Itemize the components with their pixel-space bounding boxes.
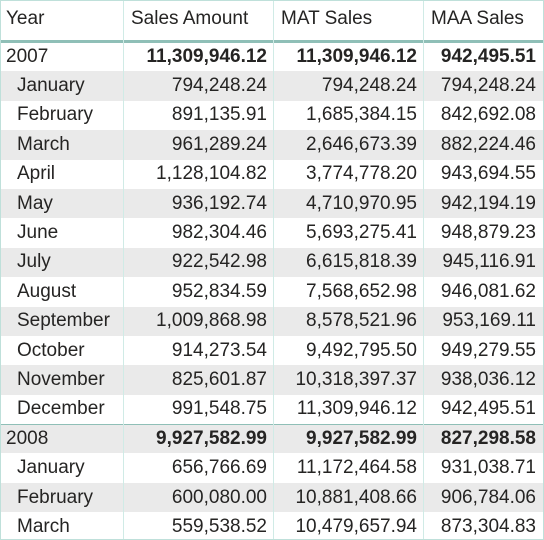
mat-sales-cell: 6,615,818.39 bbox=[306, 251, 417, 273]
sales-amount-cell: 936,192.74 bbox=[171, 192, 267, 214]
table-row[interactable]: August 952,834.59 7,568,652.98 946,081.62 bbox=[1, 277, 543, 306]
sales-amount-cell: 825,601.87 bbox=[171, 368, 267, 390]
header-maa-sales[interactable]: MAA Sales bbox=[431, 8, 524, 29]
sales-amount-cell: 600,080.00 bbox=[171, 486, 267, 508]
maa-sales-cell: 943,694.55 bbox=[440, 163, 536, 185]
maa-sales-cell: 946,081.62 bbox=[440, 280, 536, 302]
mat-sales-cell: 7,568,652.98 bbox=[306, 280, 417, 302]
row-label: December bbox=[17, 398, 105, 420]
table-row[interactable]: January 794,248.24 794,248.24 794,248.24 bbox=[1, 71, 543, 101]
maa-sales-cell: 931,038.71 bbox=[440, 457, 536, 479]
mat-sales-cell: 11,172,464.58 bbox=[296, 457, 417, 479]
sales-amount-cell: 9,927,582.99 bbox=[156, 428, 267, 450]
sales-amount-cell: 961,289.24 bbox=[171, 133, 267, 155]
resize-handle[interactable] bbox=[533, 529, 543, 539]
sales-amount-cell: 11,309,946.12 bbox=[146, 46, 267, 68]
column-divider bbox=[123, 1, 124, 539]
maa-sales-cell: 938,036.12 bbox=[440, 368, 536, 390]
row-label: January bbox=[17, 75, 85, 97]
mat-sales-cell: 794,248.24 bbox=[321, 75, 417, 97]
table-row[interactable]: June 982,304.46 5,693,275.41 948,879.23 bbox=[1, 218, 543, 247]
row-label: 2007 bbox=[6, 46, 49, 68]
row-label: January bbox=[17, 457, 85, 479]
row-label: February bbox=[17, 104, 94, 126]
table-row[interactable]: February 891,135.91 1,685,384.15 842,692.08 bbox=[1, 101, 543, 130]
row-label: April bbox=[17, 163, 56, 185]
column-divider bbox=[423, 1, 424, 539]
mat-sales-cell: 10,318,397.37 bbox=[295, 368, 417, 390]
header-mat-sales[interactable]: MAT Sales bbox=[281, 8, 373, 29]
row-label: March bbox=[17, 515, 70, 537]
maa-sales-cell: 945,116.91 bbox=[442, 251, 536, 273]
mat-sales-cell: 9,927,582.99 bbox=[306, 428, 417, 450]
maa-sales-cell: 953,169.11 bbox=[442, 310, 536, 332]
table-row[interactable]: January 656,766.69 11,172,464.58 931,038.71 bbox=[1, 453, 543, 482]
sales-amount-cell: 559,538.52 bbox=[171, 515, 267, 537]
table-row[interactable]: February 600,080.00 10,881,408.66 906,784.0… bbox=[1, 482, 543, 513]
header-row: Year Sales Amount MAT Sales MAA Sales bbox=[1, 1, 543, 42]
maa-sales-cell: 948,879.23 bbox=[440, 222, 536, 244]
sales-amount-cell: 656,766.69 bbox=[171, 457, 267, 479]
row-label: June bbox=[17, 222, 59, 244]
mat-sales-cell: 3,774,778.20 bbox=[306, 163, 417, 185]
row-label: February bbox=[17, 486, 94, 508]
maa-sales-cell: 873,304.83 bbox=[440, 515, 536, 537]
row-label: May bbox=[17, 192, 53, 214]
row-label: November bbox=[17, 368, 105, 390]
mat-sales-cell: 11,309,946.12 bbox=[296, 46, 417, 68]
table-row[interactable]: March 559,538.52 10,479,657.94 873,304.83 bbox=[1, 512, 543, 539]
sales-amount-cell: 982,304.46 bbox=[171, 222, 267, 244]
mat-sales-cell: 8,578,521.96 bbox=[306, 310, 417, 332]
sales-amount-cell: 991,548.75 bbox=[171, 398, 267, 420]
year-row[interactable]: 2008 9,927,582.99 9,927,582.99 827,298.58 bbox=[1, 424, 543, 454]
maa-sales-cell: 882,224.46 bbox=[440, 133, 536, 155]
maa-sales-cell: 842,692.08 bbox=[440, 104, 536, 126]
maa-sales-cell: 942,194.19 bbox=[440, 192, 536, 214]
row-label: March bbox=[17, 133, 70, 155]
mat-sales-cell: 10,479,657.94 bbox=[295, 515, 417, 537]
table-row[interactable]: May 936,192.74 4,710,970.95 942,194.19 bbox=[1, 188, 543, 219]
sales-amount-cell: 794,248.24 bbox=[171, 75, 267, 97]
maa-sales-cell: 827,298.58 bbox=[440, 428, 536, 450]
maa-sales-cell: 942,495.51 bbox=[440, 46, 536, 68]
mat-sales-cell: 4,710,970.95 bbox=[306, 192, 417, 214]
table-row[interactable]: September 1,009,868.98 8,578,521.96 953,169… bbox=[1, 306, 543, 336]
table-row[interactable]: March 961,289.24 2,646,673.39 882,224.46 bbox=[1, 130, 543, 160]
mat-sales-cell: 2,646,673.39 bbox=[306, 133, 417, 155]
column-divider bbox=[273, 1, 274, 539]
header-sales-amount[interactable]: Sales Amount bbox=[131, 8, 249, 29]
maa-sales-cell: 794,248.24 bbox=[440, 75, 536, 97]
row-label: 2008 bbox=[6, 428, 49, 450]
sales-amount-cell: 914,273.54 bbox=[171, 339, 267, 361]
row-label: July bbox=[17, 251, 51, 273]
mat-sales-cell: 5,693,275.41 bbox=[306, 222, 417, 244]
mat-sales-cell: 9,492,795.50 bbox=[306, 339, 417, 361]
year-row[interactable]: 2007 11,309,946.12 11,309,946.12 942,495.51 bbox=[1, 42, 543, 71]
header-year[interactable]: Year bbox=[6, 8, 45, 29]
mat-sales-cell: 10,881,408.66 bbox=[295, 486, 417, 508]
sales-amount-cell: 1,009,868.98 bbox=[156, 310, 267, 332]
table-row[interactable]: April 1,128,104.82 3,774,778.20 943,694.55 bbox=[1, 160, 543, 189]
mat-sales-cell: 1,685,384.15 bbox=[306, 104, 417, 126]
table-row[interactable]: October 914,273.54 9,492,795.50 949,279.55 bbox=[1, 336, 543, 365]
sales-amount-cell: 1,128,104.82 bbox=[156, 163, 267, 185]
row-label: September bbox=[17, 310, 110, 332]
maa-sales-cell: 949,279.55 bbox=[440, 339, 536, 361]
sales-amount-cell: 922,542.98 bbox=[171, 251, 267, 273]
row-label: October bbox=[17, 339, 85, 361]
table-row[interactable]: July 922,542.98 6,615,818.39 945,116.91 bbox=[1, 247, 543, 278]
table-row[interactable]: December 991,548.75 11,309,946.12 942,495.5… bbox=[1, 395, 543, 424]
sales-amount-cell: 952,834.59 bbox=[171, 280, 267, 302]
maa-sales-cell: 906,784.06 bbox=[440, 486, 536, 508]
maa-sales-cell: 942,495.51 bbox=[440, 398, 536, 420]
table-body: 2007 11,309,946.12 11,309,946.12 942,495.51… bbox=[1, 42, 543, 539]
mat-sales-cell: 11,309,946.12 bbox=[296, 398, 417, 420]
table-row[interactable]: November 825,601.87 10,318,397.37 938,036.1… bbox=[1, 365, 543, 395]
row-label: August bbox=[17, 280, 77, 302]
sales-amount-cell: 891,135.91 bbox=[171, 104, 267, 126]
